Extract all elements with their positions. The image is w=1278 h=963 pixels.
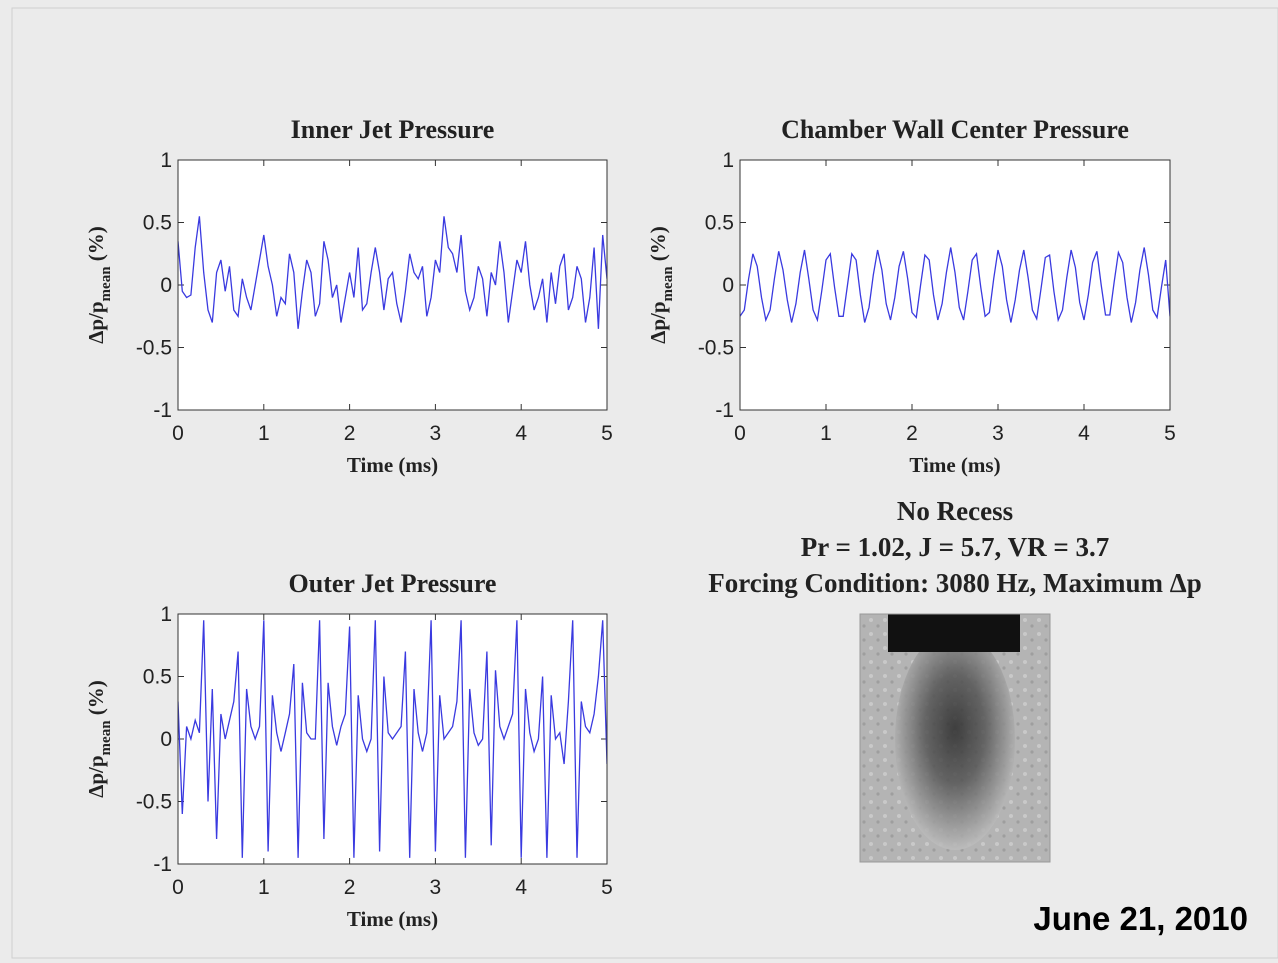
x-axis-label: Time (ms) (347, 907, 438, 931)
flame-image (859, 613, 1051, 863)
y-axis-label: Δp/pmean (%) (646, 226, 676, 344)
plot-area (740, 160, 1170, 410)
y-tick-label: 1 (722, 149, 734, 172)
x-tick-label: 1 (258, 422, 270, 445)
x-tick-label: 3 (992, 422, 1004, 445)
y-tick-label: -1 (153, 853, 172, 876)
y-tick-label: 1 (160, 603, 172, 626)
x-tick-label: 5 (601, 422, 613, 445)
plot-area (178, 160, 607, 410)
y-tick-label: 0 (722, 274, 734, 297)
x-tick-label: 5 (1164, 422, 1176, 445)
data-line (178, 620, 607, 858)
chart: Inner Jet Pressure Time (ms) Δp/pmean (%) 0… (84, 115, 613, 477)
y-tick-label: 0.5 (705, 212, 734, 235)
y-axis-label-part: (%) (84, 226, 108, 266)
x-tick-label: 2 (906, 422, 918, 445)
y-axis-label-part: (%) (84, 680, 108, 720)
axes-box (177, 159, 608, 411)
y-tick-label: 0.5 (143, 212, 172, 235)
date: June 21, 2010 (1033, 900, 1248, 937)
caption-line: Pr = 1.02, J = 5.7, VR = 3.7 (801, 532, 1109, 562)
caption-line: Forcing Condition: 3080 Hz, Maximum Δp (708, 568, 1201, 598)
y-axis-label-part: (%) (646, 226, 670, 266)
x-tick-label: 3 (430, 422, 442, 445)
y-tick-label: -0.5 (136, 791, 172, 814)
chart: Chamber Wall Center Pressure Time (ms) Δp/… (646, 115, 1176, 477)
y-tick-label: 0 (160, 728, 172, 751)
x-tick-label: 0 (172, 422, 184, 445)
y-axis-label-part: mean (660, 266, 676, 302)
axes-box (739, 159, 1171, 411)
y-tick-label: -1 (153, 399, 172, 422)
x-tick-label: 4 (515, 422, 527, 445)
x-tick-label: 5 (601, 876, 613, 899)
axes-box (177, 613, 608, 865)
chart-title: Inner Jet Pressure (291, 115, 495, 144)
x-axis-label: Time (ms) (909, 453, 1000, 477)
y-axis-label-part: Δp/p (646, 301, 670, 343)
x-tick-label: 0 (734, 422, 746, 445)
y-axis-label-part: Δp/p (84, 755, 108, 797)
x-axis-label: Time (ms) (347, 453, 438, 477)
data-line (740, 247, 1170, 323)
y-tick-label: -0.5 (136, 337, 172, 360)
chart-title: Chamber Wall Center Pressure (781, 115, 1129, 144)
y-tick-label: -1 (715, 399, 734, 422)
y-axis-label-part: mean (98, 266, 114, 302)
y-axis-label-part: mean (98, 720, 114, 756)
caption-line: No Recess (897, 496, 1013, 526)
x-tick-label: 1 (820, 422, 832, 445)
y-tick-label: 0.5 (143, 666, 172, 689)
x-tick-label: 3 (430, 876, 442, 899)
y-tick-label: 0 (160, 274, 172, 297)
x-tick-label: 1 (258, 876, 270, 899)
x-tick-label: 2 (344, 876, 356, 899)
y-tick-label: -0.5 (698, 337, 734, 360)
slide-border (11, 7, 1278, 959)
chart-title: Outer Jet Pressure (289, 569, 497, 598)
y-axis-label: Δp/pmean (%) (84, 680, 114, 798)
y-axis-label: Δp/pmean (%) (84, 226, 114, 344)
x-tick-label: 4 (515, 876, 527, 899)
x-tick-label: 4 (1078, 422, 1090, 445)
x-tick-label: 0 (172, 876, 184, 899)
x-tick-label: 2 (344, 422, 356, 445)
chart: Outer Jet Pressure Time (ms) Δp/pmean (%) 0… (84, 569, 613, 931)
y-axis-label-part: Δp/p (84, 301, 108, 343)
y-tick-label: 1 (160, 149, 172, 172)
data-line (178, 216, 607, 329)
